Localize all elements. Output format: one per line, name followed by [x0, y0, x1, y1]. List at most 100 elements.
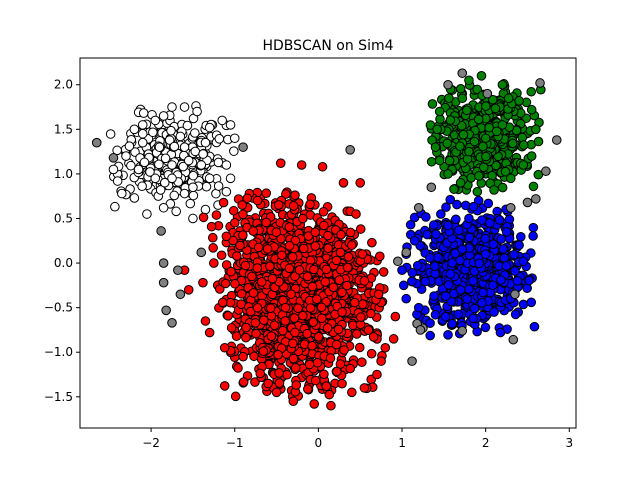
data-point-series-0 [129, 124, 140, 135]
data-point-series-0 [126, 160, 136, 171]
data-point-series-4 [345, 145, 355, 155]
data-point-series-1 [235, 240, 245, 251]
data-point-series-1 [339, 345, 349, 355]
data-point-series-2 [412, 260, 423, 271]
data-point-series-1 [310, 375, 321, 386]
data-point-series-0 [167, 102, 177, 112]
data-point-series-2 [425, 318, 435, 329]
data-point-series-3 [472, 186, 483, 197]
data-point-series-2 [480, 249, 491, 259]
data-point-series-3 [514, 96, 524, 106]
data-point-series-0 [112, 145, 122, 156]
data-point-series-3 [497, 120, 508, 130]
data-point-series-2 [462, 294, 472, 304]
data-point-series-2 [528, 222, 539, 233]
data-point-series-1 [326, 400, 336, 411]
data-point-series-2 [431, 229, 441, 239]
data-point-series-1 [334, 275, 345, 285]
data-point-series-1 [290, 271, 300, 282]
data-point-series-0 [179, 142, 190, 152]
data-point-series-4 [415, 325, 426, 335]
data-point-series-1 [200, 316, 211, 326]
data-point-series-1 [223, 311, 233, 321]
data-point-series-1 [367, 237, 377, 248]
data-point-series-0 [154, 142, 165, 152]
data-point-series-1 [236, 289, 247, 299]
data-point-series-3 [490, 103, 501, 114]
data-point-series-1 [206, 221, 217, 232]
data-point-series-2 [407, 276, 417, 287]
data-point-series-1 [230, 217, 240, 228]
data-point-series-3 [449, 184, 459, 194]
data-point-series-3 [487, 94, 498, 105]
data-point-series-0 [164, 135, 175, 145]
data-point-series-3 [464, 75, 474, 86]
data-point-series-2 [428, 220, 439, 230]
y-tick-label: 0.0 [54, 256, 73, 270]
data-point-series-1 [375, 251, 385, 262]
data-point-series-1 [380, 342, 391, 353]
data-point-series-0 [133, 164, 144, 175]
data-point-series-2 [499, 253, 510, 263]
data-point-series-1 [204, 327, 215, 338]
data-point-series-1 [183, 285, 194, 295]
data-point-series-2 [445, 269, 456, 279]
data-point-series-1 [332, 366, 342, 377]
data-point-series-1 [274, 368, 284, 378]
data-point-series-2 [441, 202, 451, 213]
data-point-series-1 [322, 323, 333, 333]
data-point-series-0 [196, 160, 207, 170]
data-point-series-2 [474, 258, 484, 269]
data-point-series-1 [310, 227, 321, 237]
data-point-series-3 [445, 115, 456, 125]
data-point-series-3 [497, 79, 508, 90]
data-point-series-1 [317, 313, 327, 324]
data-point-series-0 [190, 146, 201, 157]
data-point-series-1 [262, 244, 273, 254]
data-point-series-2 [528, 231, 538, 241]
data-point-series-3 [462, 105, 472, 116]
data-point-series-1 [296, 160, 307, 170]
data-point-series-1 [287, 252, 298, 262]
data-point-series-4 [531, 194, 541, 204]
data-point-series-2 [529, 321, 540, 332]
data-point-series-1 [363, 325, 374, 335]
data-point-series-2 [495, 327, 506, 338]
data-point-series-0 [182, 120, 193, 131]
data-point-series-0 [204, 173, 215, 184]
data-point-series-3 [518, 140, 529, 150]
data-point-series-4 [505, 202, 516, 213]
data-point-series-1 [372, 369, 382, 380]
data-point-series-1 [237, 200, 247, 210]
data-point-series-1 [271, 227, 282, 237]
data-point-series-1 [376, 356, 386, 366]
data-point-series-0 [188, 170, 199, 181]
data-point-series-4 [457, 326, 468, 336]
data-point-series-4 [161, 305, 171, 316]
data-point-series-2 [468, 276, 478, 286]
data-point-series-1 [388, 334, 399, 344]
data-point-series-0 [154, 159, 164, 170]
data-point-series-3 [472, 84, 483, 95]
data-point-series-1 [286, 289, 296, 299]
data-point-series-1 [288, 396, 299, 407]
data-point-series-3 [458, 129, 469, 140]
data-point-series-0 [167, 173, 177, 184]
data-point-series-4 [508, 334, 519, 345]
data-point-series-1 [240, 260, 251, 271]
data-point-series-2 [443, 220, 453, 231]
data-point-series-1 [253, 242, 264, 253]
data-point-series-0 [159, 177, 170, 188]
data-point-series-0 [201, 181, 212, 192]
data-point-series-1 [366, 308, 376, 319]
data-point-series-3 [427, 99, 438, 109]
x-tick-label: 1 [398, 436, 406, 450]
data-point-series-0 [221, 186, 232, 197]
data-point-series-3 [476, 71, 487, 81]
data-point-series-1 [359, 383, 370, 393]
data-point-series-2 [454, 225, 464, 236]
data-point-series-4 [443, 79, 453, 90]
data-point-series-0 [112, 176, 123, 186]
data-point-series-0 [179, 102, 190, 112]
data-point-series-2 [453, 309, 464, 320]
